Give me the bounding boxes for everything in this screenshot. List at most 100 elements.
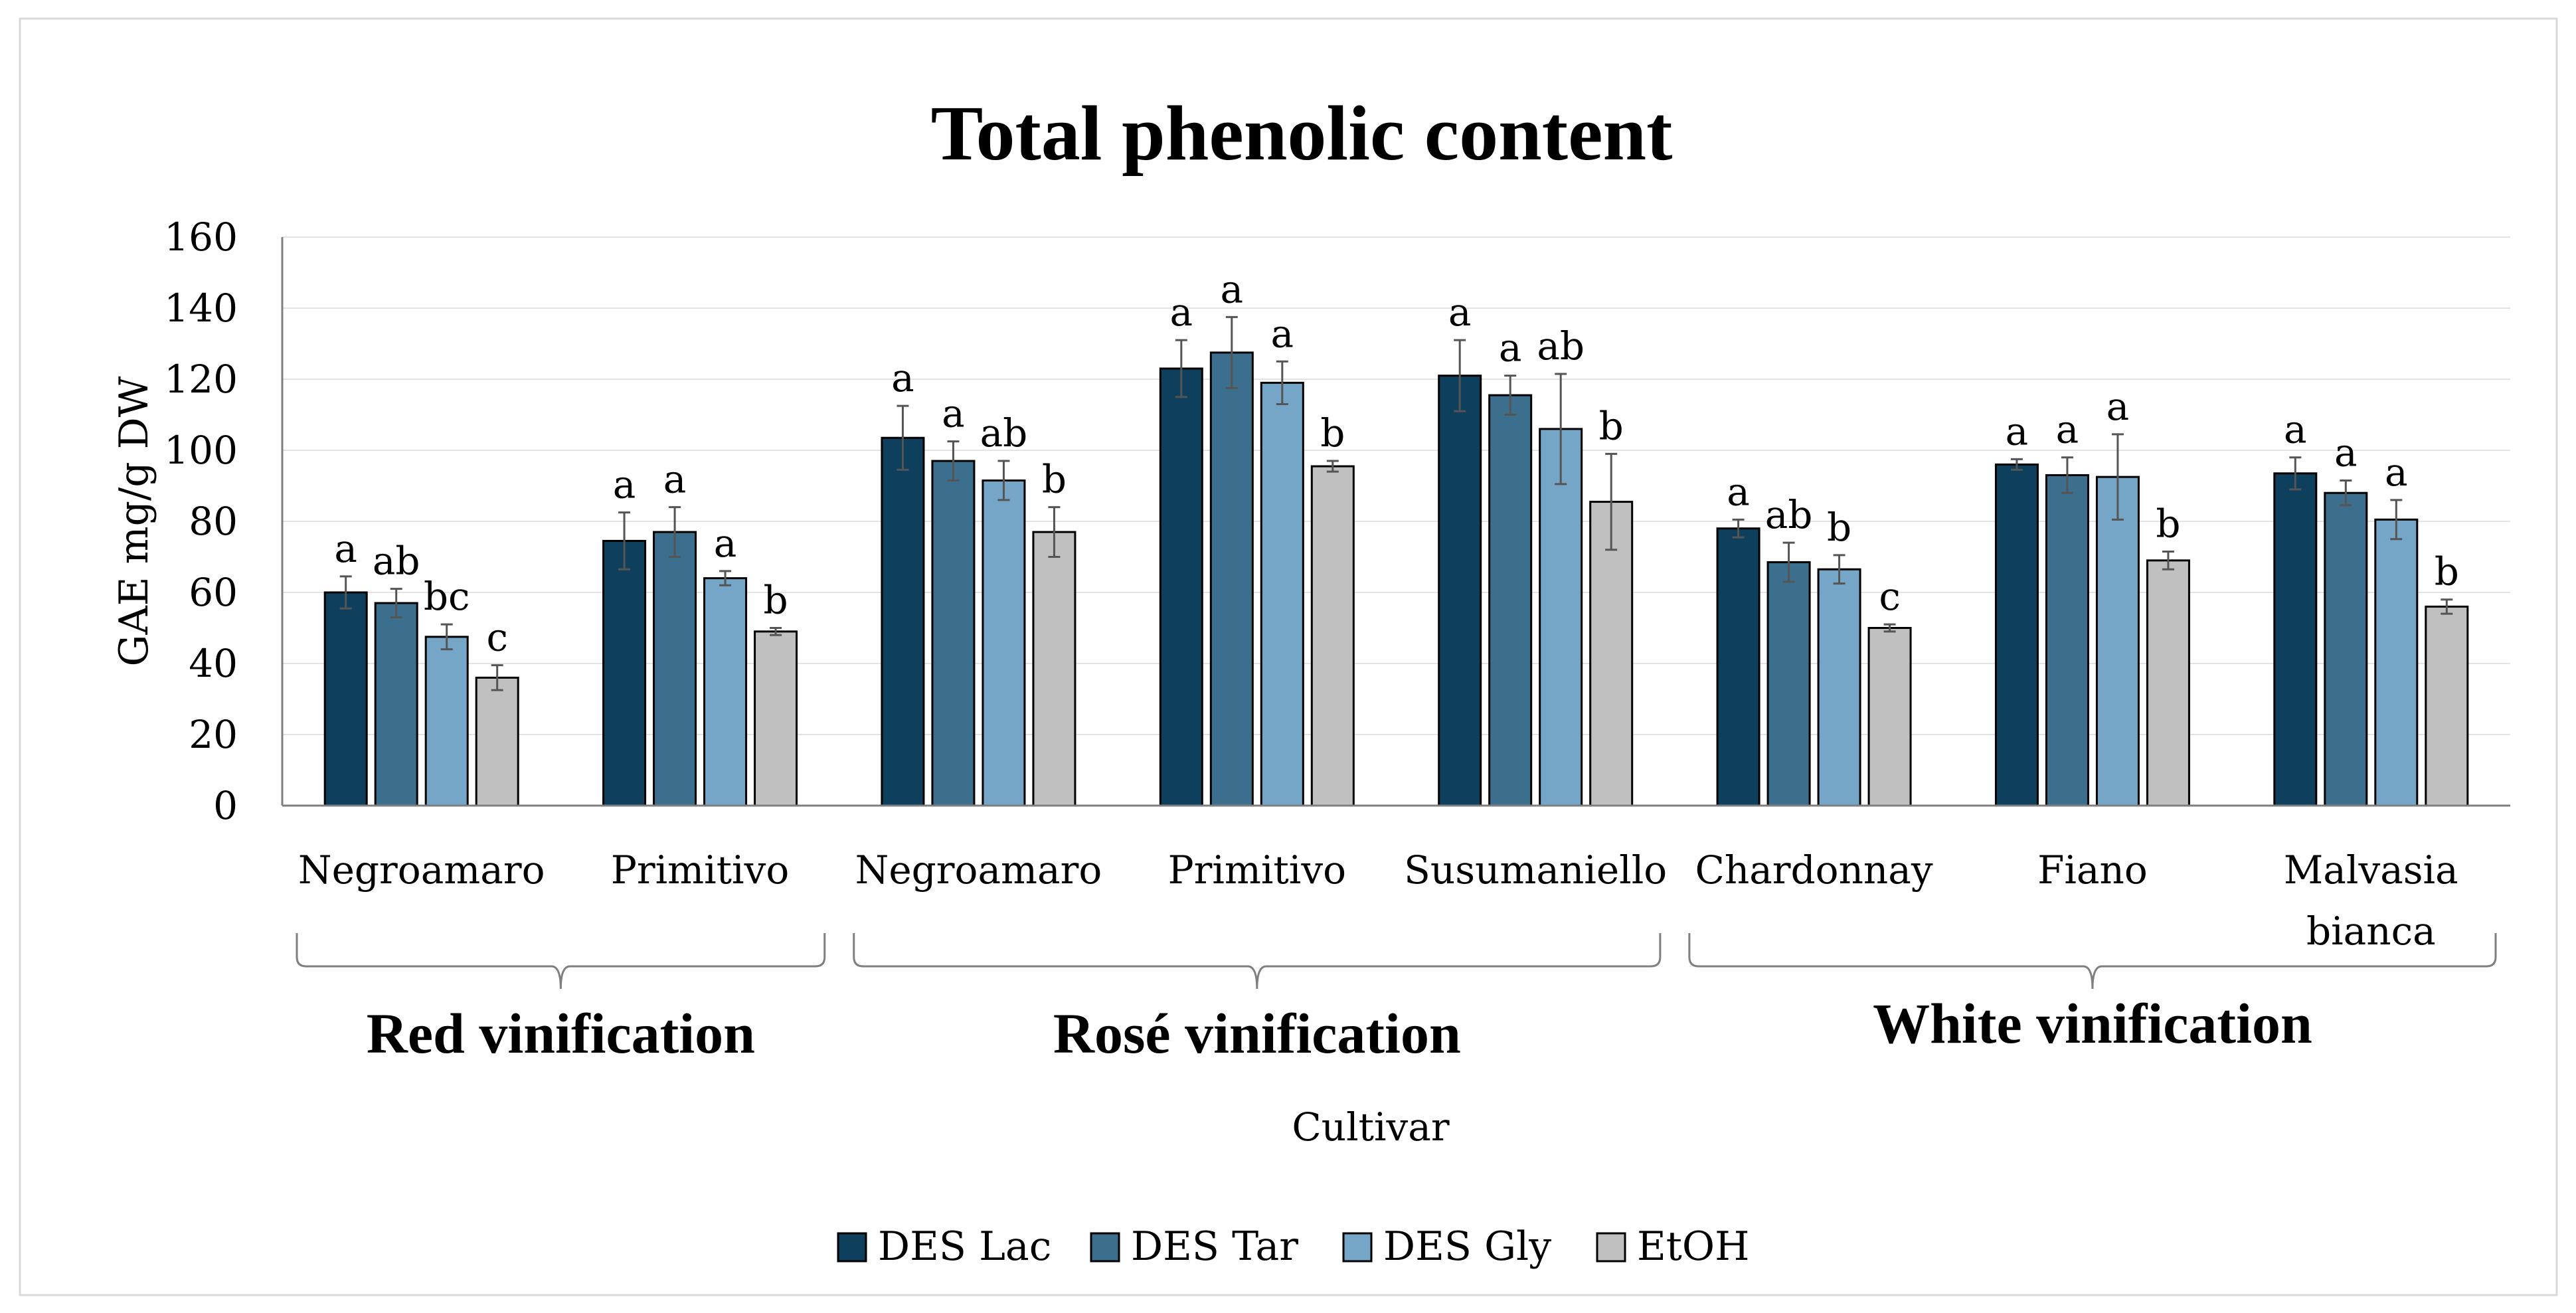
significance-letter: b xyxy=(763,578,788,623)
bar xyxy=(1994,463,2039,807)
y-tick-label: 160 xyxy=(164,215,238,260)
bar xyxy=(1209,351,1254,807)
category-label: Chardonnay xyxy=(1695,847,1932,893)
legend-swatch xyxy=(1596,1232,1626,1263)
significance-letter: a xyxy=(942,391,965,436)
significance-letter: b xyxy=(2435,549,2459,594)
category-label: Susumaniello xyxy=(1404,847,1667,893)
significance-letter: a xyxy=(1271,311,1294,356)
legend-swatch xyxy=(1342,1232,1373,1263)
y-tick-label: 0 xyxy=(213,783,238,828)
legend-swatch xyxy=(837,1232,867,1263)
group-label: Rosé vinification xyxy=(1053,1002,1461,1065)
significance-letter: a xyxy=(2006,408,2029,454)
vinification-groups: Red vinification Rosé vinification White v… xyxy=(296,933,2497,1065)
bar xyxy=(2045,474,2089,807)
y-tick-label: 140 xyxy=(164,286,238,331)
significance-letter: b xyxy=(1827,505,1851,550)
significance-letter: ab xyxy=(980,410,1028,456)
significance-letter: a xyxy=(1727,469,1750,514)
x-axis-title: Cultivar xyxy=(1292,1104,1449,1150)
significance-letter: a xyxy=(2056,407,2079,452)
significance-letter: a xyxy=(1221,266,1244,311)
y-axis-title: GAE mg/g DW xyxy=(111,376,157,666)
significance-letter: a xyxy=(1170,290,1193,335)
legend: DES Lac DES Tar DES Gly EtOH xyxy=(837,1223,1749,1270)
significance-letter: a xyxy=(663,457,687,502)
bar xyxy=(931,460,976,807)
significance-letter: a xyxy=(1499,325,1522,371)
significance-letter: a xyxy=(2106,384,2130,429)
significance-letter: a xyxy=(2334,430,2358,475)
category-label: Malvasia xyxy=(2284,847,2458,893)
bar xyxy=(1867,627,1912,807)
chart-title: Total phenolic content xyxy=(931,90,1673,177)
legend-swatch xyxy=(1090,1232,1120,1263)
bar xyxy=(1488,394,1533,807)
category-label: Primitivo xyxy=(1168,847,1346,893)
bar xyxy=(2425,605,2469,807)
y-tick-label: 40 xyxy=(189,641,238,686)
bar xyxy=(1310,465,1355,807)
category-label: Negroamaro xyxy=(855,847,1102,893)
significance-letter: a xyxy=(714,521,737,566)
bar xyxy=(424,636,469,807)
bar xyxy=(2146,559,2190,807)
significance-letter: b xyxy=(2156,501,2180,546)
y-tick-label: 120 xyxy=(164,357,238,402)
category-label: Fiano xyxy=(2037,847,2148,893)
y-tick-label: 80 xyxy=(189,499,238,544)
bar xyxy=(1159,367,1203,807)
bar xyxy=(2273,472,2318,807)
significance-letter: bc xyxy=(424,574,470,619)
significance-letter: a xyxy=(1448,290,1472,335)
category-label: Primitivo xyxy=(611,847,789,893)
significance-letter: b xyxy=(1320,410,1345,456)
significance-letter: a xyxy=(2284,407,2307,452)
axes: 0 20 40 60 80 100 120 140 160 xyxy=(164,215,2510,828)
bar xyxy=(602,539,647,807)
bar xyxy=(1716,527,1760,807)
category-label: Negroamaro xyxy=(298,847,545,893)
bar xyxy=(1260,381,1304,807)
bar xyxy=(323,591,368,807)
category-label: bianca xyxy=(2306,909,2436,954)
group-bracket xyxy=(1688,933,2497,990)
y-tick-label: 60 xyxy=(189,570,238,615)
group-label: White vinification xyxy=(1873,992,2312,1055)
bar xyxy=(703,577,748,807)
bar xyxy=(2374,518,2419,807)
group-bracket xyxy=(296,933,826,990)
group-bracket xyxy=(853,933,1662,990)
legend-label: DES Lac xyxy=(878,1223,1051,1270)
bar xyxy=(2324,491,2368,807)
bar xyxy=(1766,561,1811,807)
significance-letter: b xyxy=(1042,457,1067,502)
significance-letter: ab xyxy=(373,539,420,584)
significance-letter: ab xyxy=(1765,492,1813,537)
significance-letter: a xyxy=(613,462,636,507)
significance-letter: a xyxy=(2385,450,2408,495)
bar xyxy=(653,531,697,807)
significance-letter: ab xyxy=(1537,323,1585,369)
significance-letter: b xyxy=(1599,403,1624,448)
bar xyxy=(2095,476,2140,807)
legend-label: DES Gly xyxy=(1383,1223,1551,1270)
bar xyxy=(1438,375,1482,807)
bar xyxy=(881,436,925,807)
bar xyxy=(1032,531,1076,807)
category-labels: Negroamaro Primitivo Negroamaro Primitivo Su… xyxy=(298,847,2458,954)
significance-letter: c xyxy=(486,615,507,660)
legend-label: DES Tar xyxy=(1131,1223,1298,1270)
bar xyxy=(1539,428,1583,807)
significance-letter: a xyxy=(334,526,357,571)
bar xyxy=(374,602,418,807)
bar xyxy=(1817,568,1861,807)
y-tick-label: 100 xyxy=(164,428,238,473)
significance-letter: a xyxy=(891,355,914,400)
bar xyxy=(982,479,1026,807)
bar xyxy=(475,676,519,807)
group-label: Red vinification xyxy=(367,1002,755,1065)
